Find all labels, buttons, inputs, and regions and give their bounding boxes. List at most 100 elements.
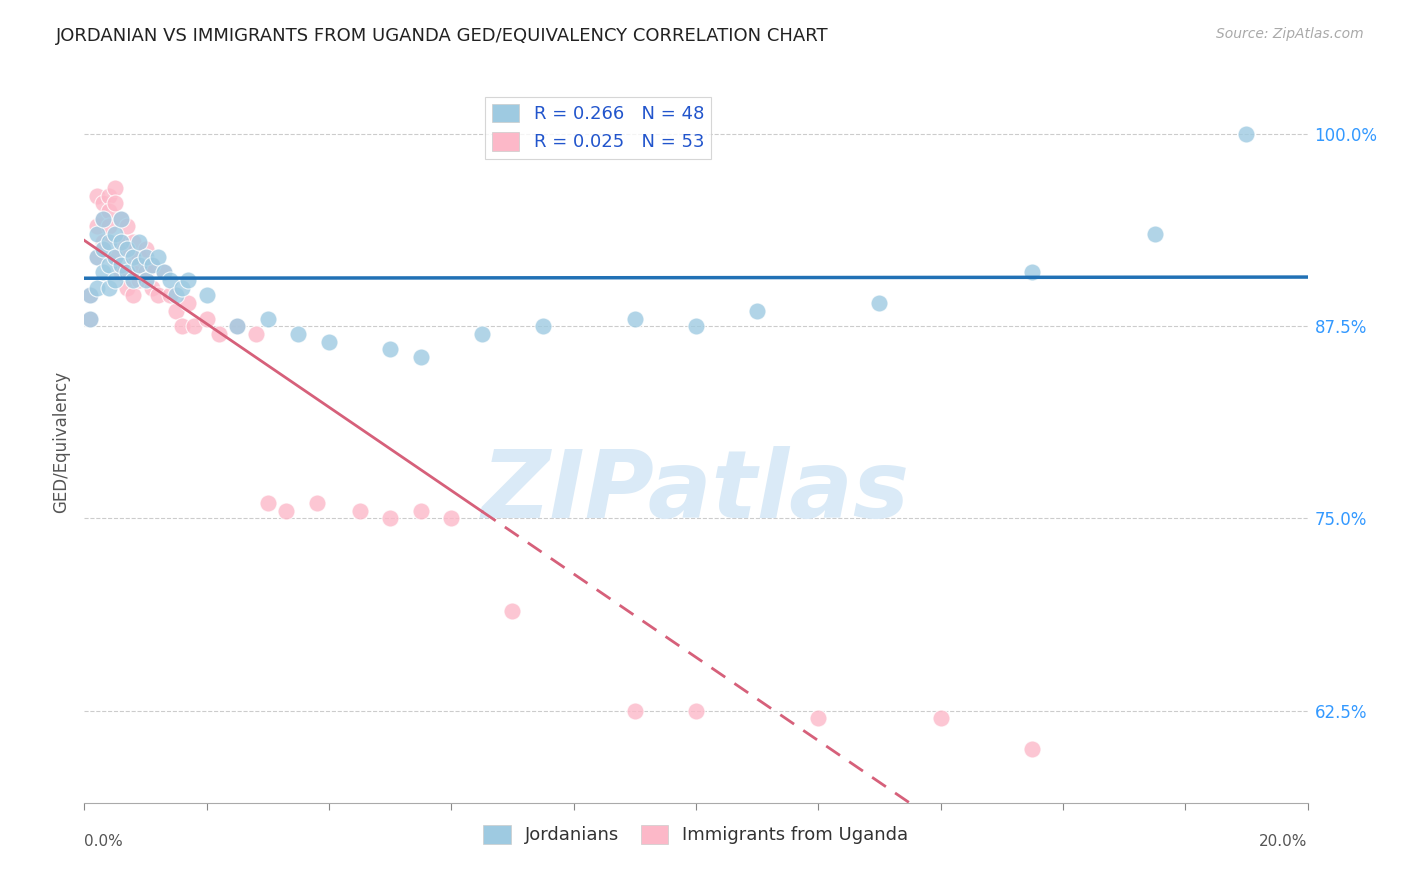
- Point: [97, 188, 120, 202]
- Point: [91, 243, 114, 257]
- Point: [135, 265, 157, 279]
- Point: [79, 288, 101, 302]
- Point: [79, 288, 101, 302]
- Point: [1021, 742, 1043, 756]
- Point: [929, 711, 952, 725]
- Point: [128, 273, 150, 287]
- Point: [122, 235, 145, 249]
- Point: [409, 504, 432, 518]
- Y-axis label: GED/Equivalency: GED/Equivalency: [52, 370, 70, 513]
- Point: [869, 296, 891, 310]
- Point: [1143, 227, 1166, 241]
- Point: [318, 334, 340, 349]
- Point: [380, 343, 402, 357]
- Point: [104, 181, 127, 195]
- Point: [104, 250, 127, 264]
- Point: [165, 304, 187, 318]
- Point: [141, 258, 163, 272]
- Text: 0.0%: 0.0%: [84, 833, 124, 848]
- Point: [257, 311, 280, 326]
- Text: Source: ZipAtlas.com: Source: ZipAtlas.com: [1216, 27, 1364, 41]
- Point: [1021, 265, 1043, 279]
- Point: [110, 211, 132, 226]
- Point: [172, 319, 194, 334]
- Point: [624, 704, 647, 718]
- Point: [624, 311, 647, 326]
- Point: [97, 258, 120, 272]
- Point: [141, 281, 163, 295]
- Point: [159, 273, 181, 287]
- Legend: Jordanians, Immigrants from Uganda: Jordanians, Immigrants from Uganda: [477, 818, 915, 852]
- Point: [135, 243, 157, 257]
- Point: [115, 243, 138, 257]
- Point: [86, 250, 108, 264]
- Point: [165, 288, 187, 302]
- Point: [153, 265, 176, 279]
- Point: [502, 604, 524, 618]
- Point: [86, 219, 108, 234]
- Point: [141, 258, 163, 272]
- Point: [1236, 127, 1258, 141]
- Point: [195, 311, 218, 326]
- Point: [135, 273, 157, 287]
- Point: [97, 235, 120, 249]
- Point: [115, 281, 138, 295]
- Point: [97, 219, 120, 234]
- Point: [305, 496, 328, 510]
- Point: [97, 281, 120, 295]
- Point: [128, 235, 150, 249]
- Point: [747, 304, 769, 318]
- Point: [91, 235, 114, 249]
- Point: [226, 319, 249, 334]
- Point: [807, 711, 830, 725]
- Point: [79, 311, 101, 326]
- Point: [135, 250, 157, 264]
- Point: [226, 319, 249, 334]
- Point: [685, 704, 707, 718]
- Point: [86, 250, 108, 264]
- Point: [91, 211, 114, 226]
- Point: [153, 265, 176, 279]
- Point: [110, 235, 132, 249]
- Point: [122, 250, 145, 264]
- Point: [380, 511, 402, 525]
- Point: [276, 504, 298, 518]
- Point: [97, 203, 120, 218]
- Point: [115, 265, 138, 279]
- Point: [86, 188, 108, 202]
- Point: [86, 281, 108, 295]
- Point: [146, 288, 169, 302]
- Point: [471, 326, 494, 341]
- Point: [104, 250, 127, 264]
- Point: [349, 504, 371, 518]
- Point: [287, 326, 309, 341]
- Point: [257, 496, 280, 510]
- Point: [115, 243, 138, 257]
- Point: [86, 227, 108, 241]
- Point: [172, 281, 194, 295]
- Point: [122, 273, 145, 287]
- Point: [177, 273, 200, 287]
- Point: [110, 211, 132, 226]
- Point: [110, 265, 132, 279]
- Point: [685, 319, 707, 334]
- Point: [159, 288, 181, 302]
- Point: [110, 235, 132, 249]
- Point: [122, 288, 145, 302]
- Point: [122, 258, 145, 272]
- Point: [409, 350, 432, 364]
- Point: [104, 196, 127, 211]
- Point: [440, 511, 463, 525]
- Point: [208, 326, 231, 341]
- Point: [183, 319, 205, 334]
- Text: 20.0%: 20.0%: [1260, 833, 1308, 848]
- Point: [128, 250, 150, 264]
- Point: [104, 227, 127, 241]
- Point: [128, 258, 150, 272]
- Point: [79, 311, 101, 326]
- Point: [245, 326, 267, 341]
- Point: [91, 265, 114, 279]
- Point: [91, 211, 114, 226]
- Point: [104, 273, 127, 287]
- Point: [115, 219, 138, 234]
